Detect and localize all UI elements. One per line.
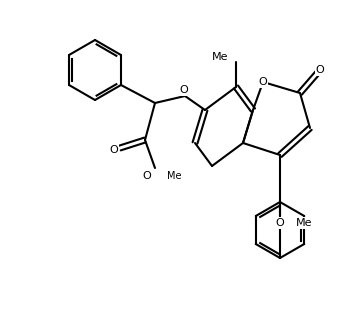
Text: O: O xyxy=(142,171,151,181)
Text: Me: Me xyxy=(167,171,182,181)
Text: O: O xyxy=(316,65,324,75)
Text: O: O xyxy=(258,77,267,87)
Text: O: O xyxy=(180,85,188,95)
Text: O: O xyxy=(276,218,284,228)
Text: O: O xyxy=(110,145,118,155)
Text: Me: Me xyxy=(296,218,313,228)
Text: Me: Me xyxy=(212,52,228,62)
